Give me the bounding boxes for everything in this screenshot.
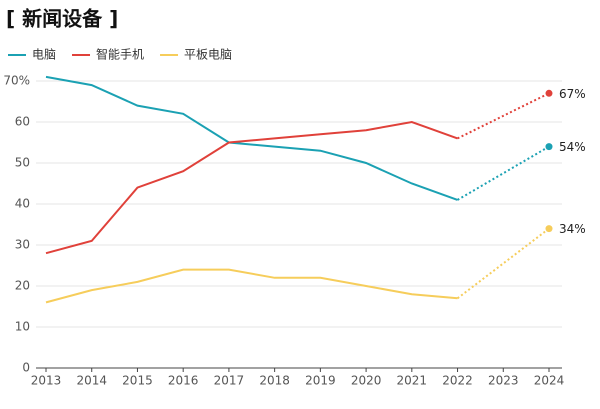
- projection-line: [457, 92, 550, 140]
- x-tick-label: 2016: [168, 374, 199, 388]
- y-tick-label: 70%: [3, 74, 30, 88]
- line: [45, 75, 458, 201]
- x-tick-label: 2021: [397, 374, 428, 388]
- x-tick-label: 2019: [305, 374, 336, 388]
- x-tick-label: 2024: [534, 374, 565, 388]
- projection-line: [457, 145, 550, 201]
- x-tick-label: 2015: [122, 374, 153, 388]
- line: [45, 120, 458, 255]
- value-label: 34%: [559, 222, 586, 236]
- end-point: [545, 143, 553, 151]
- x-tick-label: 2020: [351, 374, 382, 388]
- chart-title: [ 新闻设备 ]: [6, 7, 118, 31]
- projection-line: [456, 227, 550, 300]
- x-tick-label: 2013: [31, 374, 62, 388]
- legend-label: 智能手机: [96, 47, 144, 62]
- y-tick-label: 50: [15, 156, 30, 170]
- value-label: 54%: [559, 140, 586, 154]
- end-point: [545, 89, 553, 97]
- x-tick-label: 2017: [214, 374, 245, 388]
- y-tick-label: 40: [15, 197, 30, 211]
- y-tick-label: 10: [15, 320, 30, 334]
- y-tick-label: 30: [15, 238, 30, 252]
- legend-label: 平板电脑: [184, 48, 232, 62]
- x-tick-label: 2022: [442, 374, 473, 388]
- x-tick-label: 2014: [76, 374, 107, 388]
- x-tick-label: 2018: [259, 374, 290, 388]
- line: [45, 268, 458, 304]
- y-tick-label: 0: [22, 361, 30, 375]
- y-tick-label: 60: [15, 115, 30, 129]
- legend-label: 电脑: [32, 48, 56, 62]
- end-point: [545, 225, 553, 233]
- x-tick-label: 2023: [488, 374, 519, 388]
- y-tick-label: 20: [15, 279, 30, 293]
- value-label: 67%: [559, 87, 586, 101]
